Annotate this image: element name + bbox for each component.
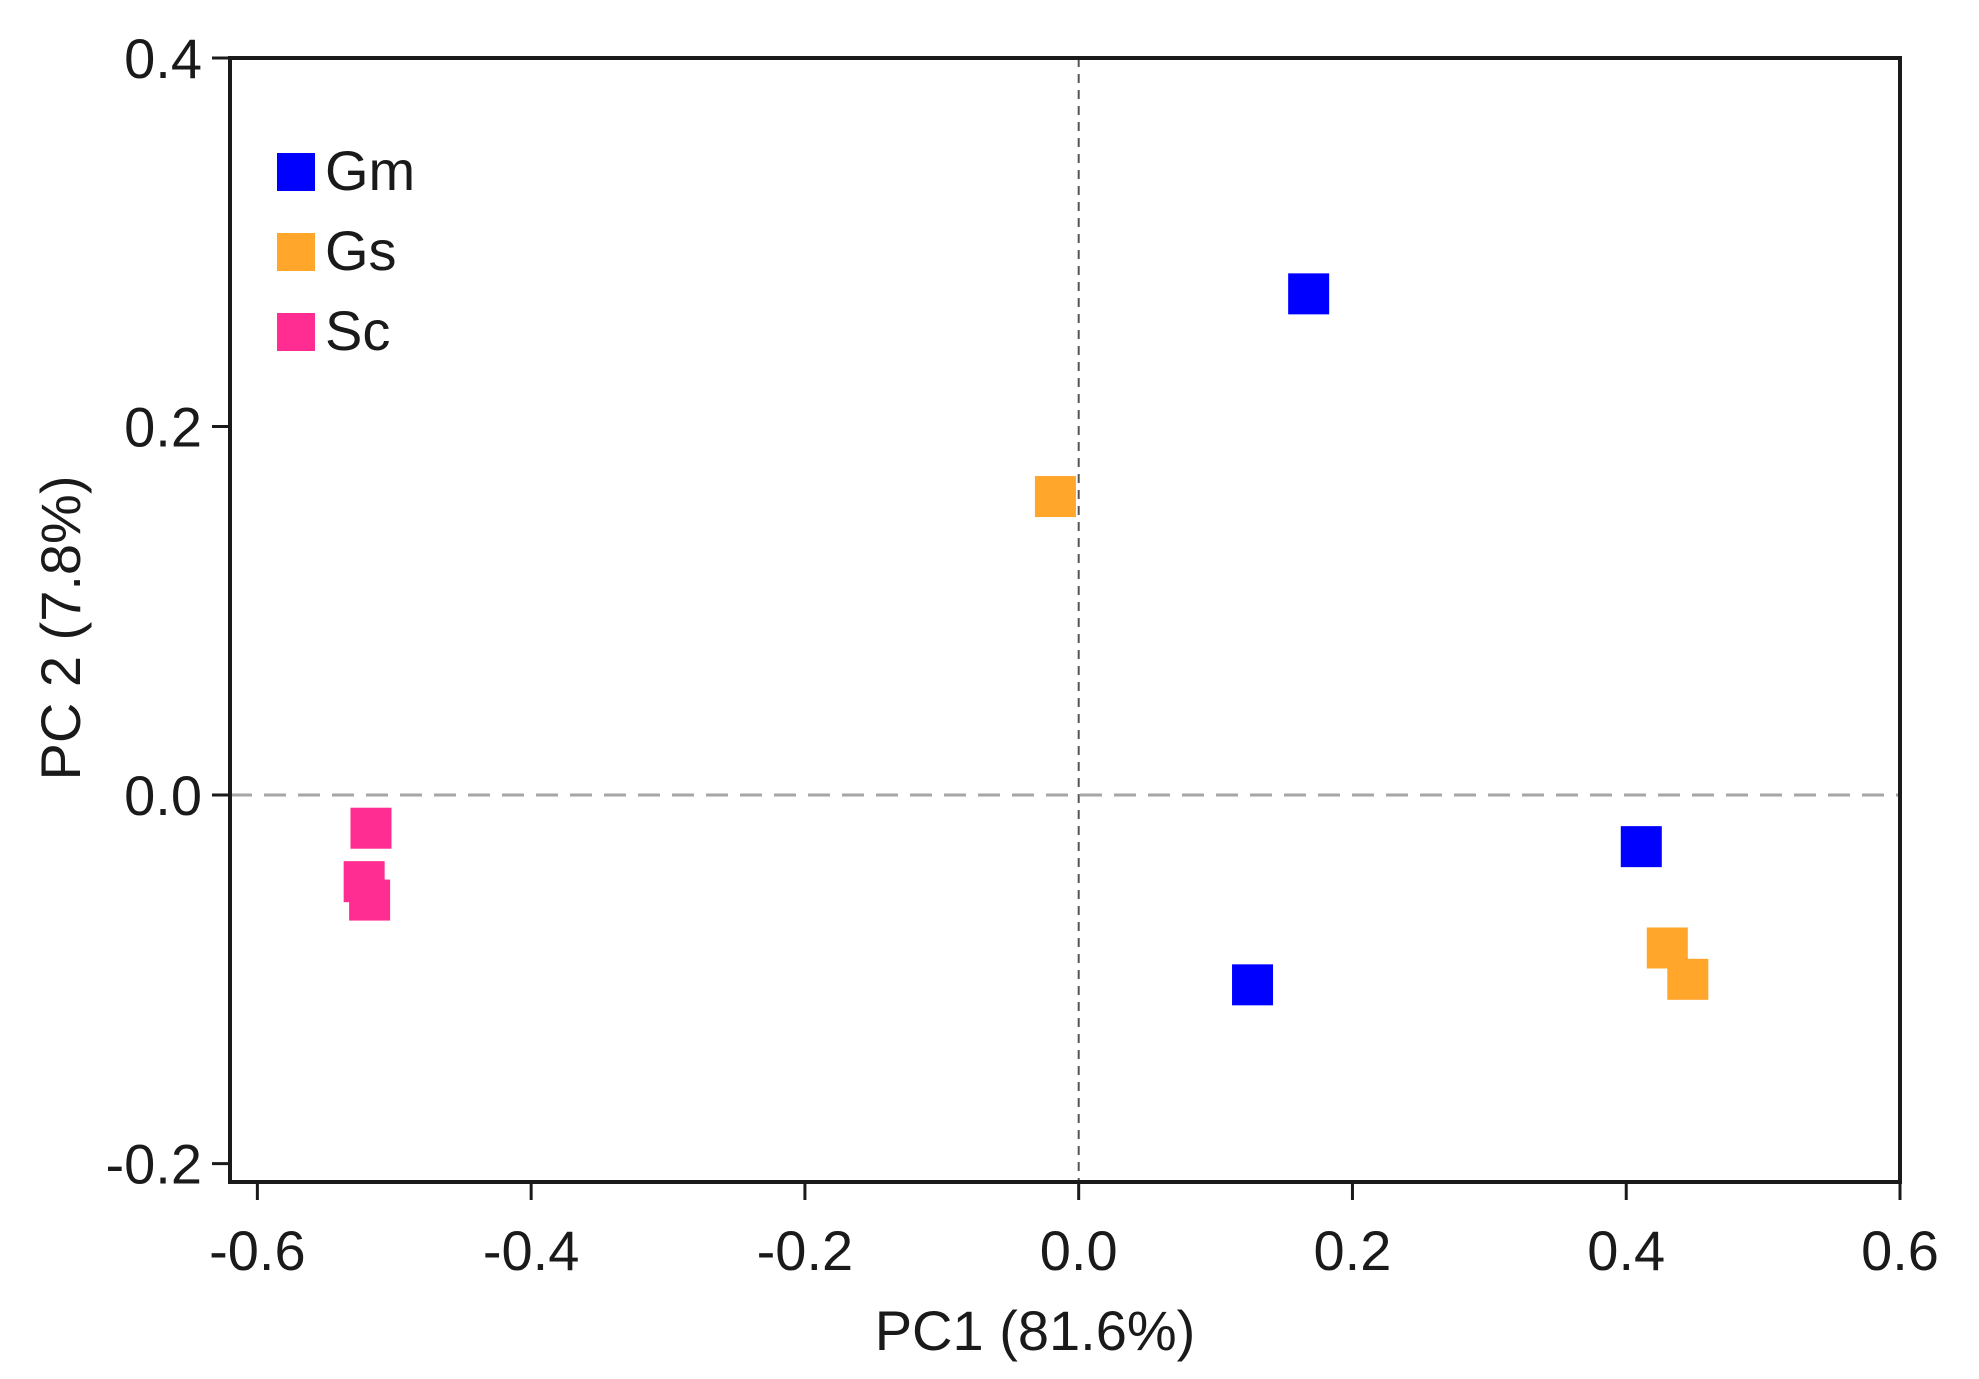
x-tick-label: 0.4 [1587, 1219, 1665, 1282]
data-point-gm [1288, 273, 1330, 315]
y-axis-ticks: -0.2 0.0 0.2 0.4 [106, 27, 230, 1196]
data-point-gm [1232, 964, 1274, 1006]
legend-swatch-sc [277, 313, 315, 351]
data-point-gs [1667, 958, 1709, 1000]
legend-label-gm: Gm [325, 139, 415, 202]
x-tick-label: 0.2 [1314, 1219, 1392, 1282]
x-tick-label: 0.0 [1040, 1219, 1118, 1282]
x-tick-label: -0.2 [757, 1219, 854, 1282]
y-tick-label: -0.2 [106, 1133, 203, 1196]
y-tick-label: 0.4 [124, 27, 202, 90]
legend: Gm Gs Sc [277, 139, 415, 362]
x-axis-ticks: -0.6 -0.4 -0.2 0.0 0.2 0.4 0.6 [209, 1182, 1939, 1282]
x-axis-title: PC1 (81.6%) [875, 1299, 1196, 1362]
data-point-sc [350, 807, 392, 849]
x-tick-label: -0.4 [483, 1219, 580, 1282]
x-tick-label: 0.6 [1861, 1219, 1939, 1282]
data-point-gs [1034, 476, 1076, 518]
data-point-sc [349, 879, 391, 921]
y-tick-label: 0.2 [124, 396, 202, 459]
y-axis-title: PC 2 (7.8%) [29, 476, 92, 781]
legend-label-gs: Gs [325, 219, 397, 282]
data-point-gm [1620, 826, 1662, 868]
legend-swatch-gm [277, 153, 315, 191]
x-tick-label: -0.6 [209, 1219, 306, 1282]
legend-swatch-gs [277, 233, 315, 271]
legend-label-sc: Sc [325, 299, 390, 362]
plot-frame [228, 56, 1902, 1184]
data-points [343, 273, 1709, 1006]
y-tick-label: 0.0 [124, 764, 202, 827]
reference-lines [230, 58, 1900, 1182]
